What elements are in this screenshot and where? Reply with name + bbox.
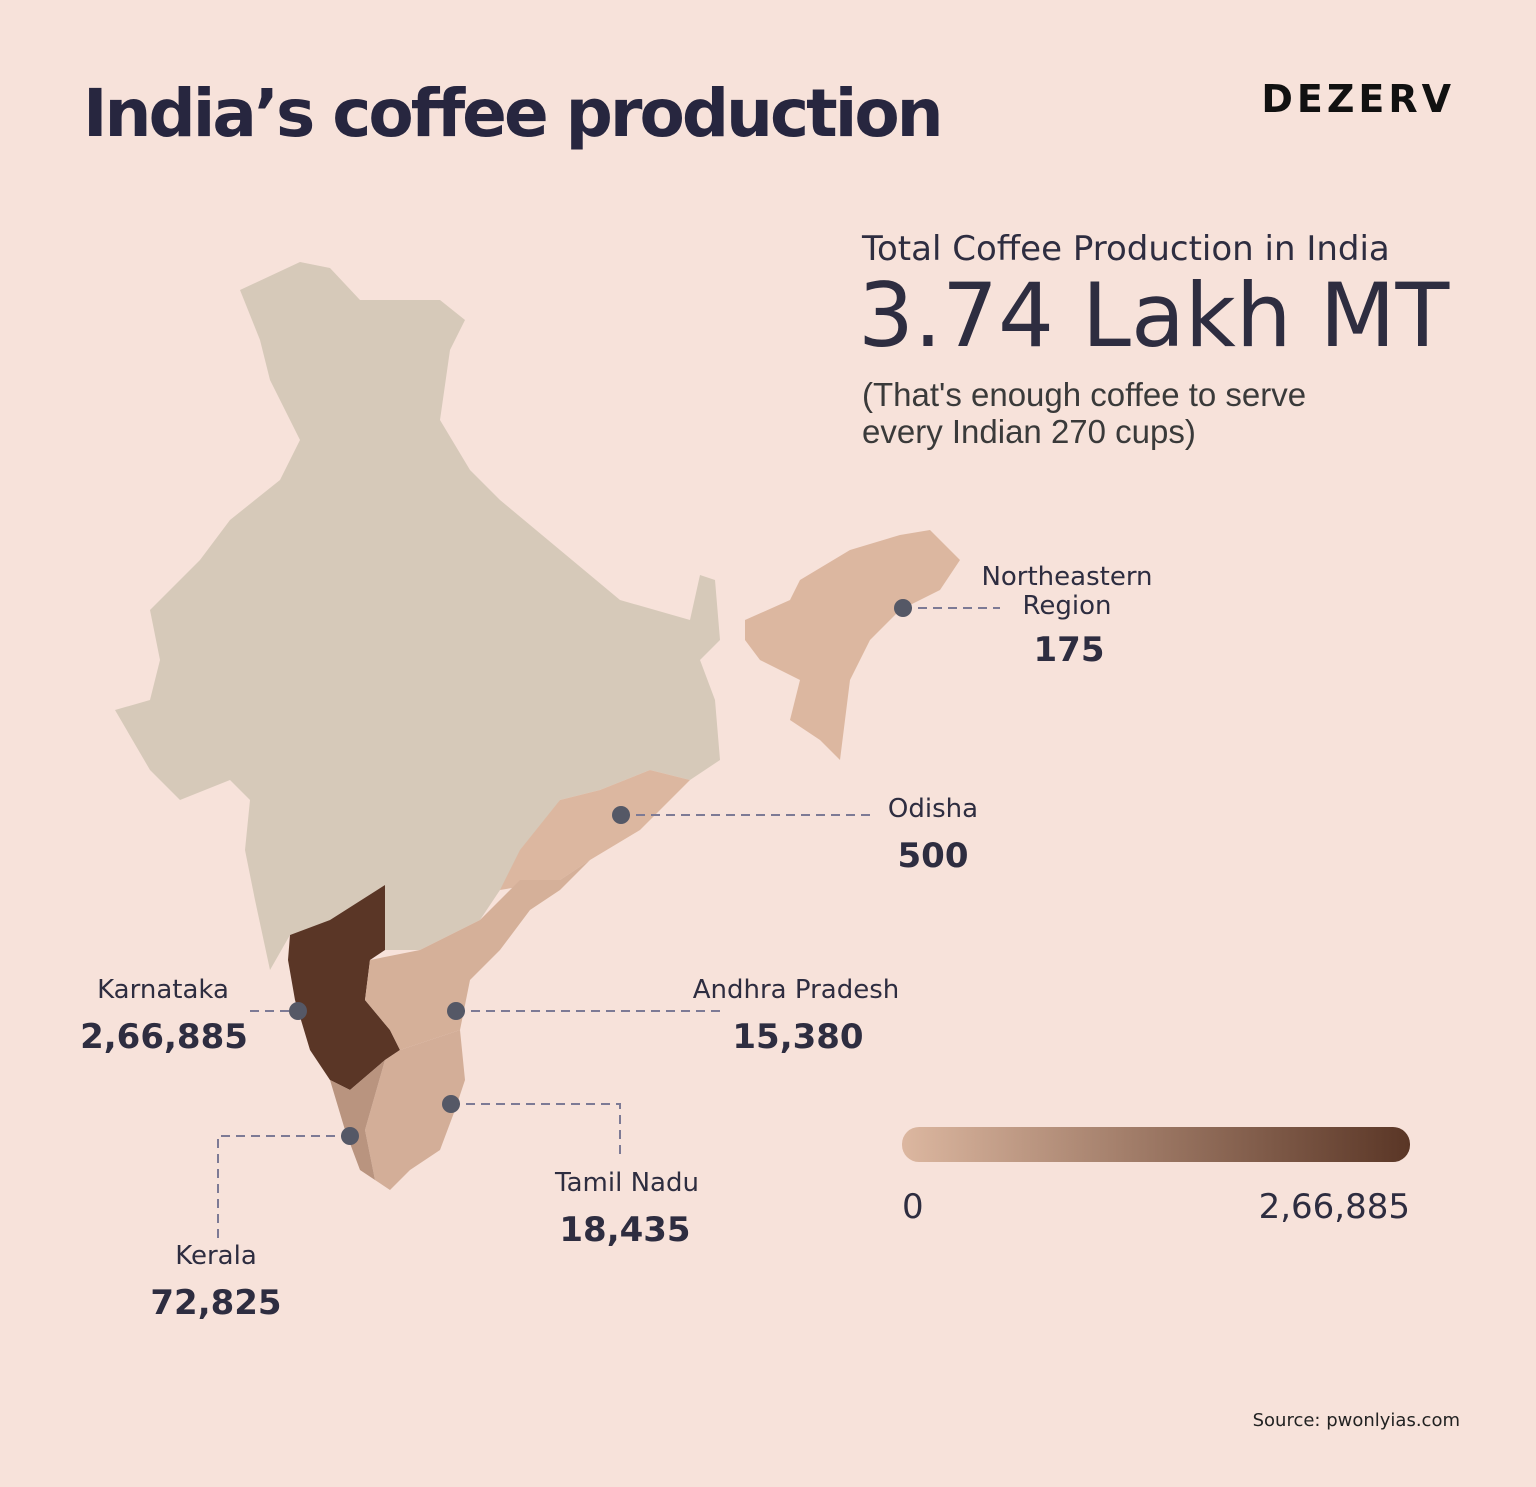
legend: 0 2,66,885: [902, 1127, 1410, 1227]
region-shape: [288, 885, 400, 1090]
region-shape: [365, 860, 590, 1050]
dot: [894, 599, 912, 617]
region-shape: [500, 770, 690, 890]
dot: [289, 1002, 307, 1020]
summary-value: 3.74 Lakh MT: [858, 264, 1450, 367]
region-value: 15,380: [732, 1017, 863, 1057]
region-name: Andhra Pradesh: [693, 975, 900, 1005]
dot: [612, 806, 630, 824]
region-value: 72,825: [150, 1283, 281, 1323]
map: [115, 262, 960, 1190]
legend-min-label: 0: [902, 1187, 924, 1227]
connector: [217, 1135, 350, 1240]
title: India’s coffee production: [83, 75, 941, 152]
summary-label: Total Coffee Production in India: [861, 229, 1390, 269]
summary-note: every Indian 270 cups): [862, 413, 1196, 450]
region-shape: [745, 530, 960, 760]
region-name: Region: [1022, 591, 1111, 621]
legend-gradient: [902, 1127, 1410, 1162]
region-value: 175: [1034, 630, 1105, 670]
region-shape: [365, 1030, 465, 1190]
region-name: Odisha: [888, 794, 978, 824]
india-outline: [115, 262, 720, 970]
region-value: 2,66,885: [80, 1017, 248, 1057]
source: Source: pwonlyias.com: [1253, 1410, 1460, 1431]
brand: DEZERV: [1261, 77, 1455, 121]
dot: [341, 1127, 359, 1145]
labels: Northeastern Region 175 Odisha 500 Karna…: [80, 562, 1152, 1323]
connectors: [217, 599, 1000, 1240]
summary-note: (That's enough coffee to serve: [862, 376, 1306, 413]
region-value: 18,435: [559, 1210, 690, 1250]
region-value: 500: [898, 836, 969, 876]
region-shape: [330, 1060, 385, 1180]
connector: [451, 1103, 621, 1160]
legend-max-label: 2,66,885: [1259, 1187, 1410, 1227]
dot: [442, 1095, 460, 1113]
region-name: Karnataka: [97, 975, 229, 1005]
region-name: Kerala: [175, 1241, 257, 1271]
region-name: Northeastern: [981, 562, 1152, 592]
dot: [447, 1002, 465, 1020]
region-name: Tamil Nadu: [554, 1168, 699, 1198]
